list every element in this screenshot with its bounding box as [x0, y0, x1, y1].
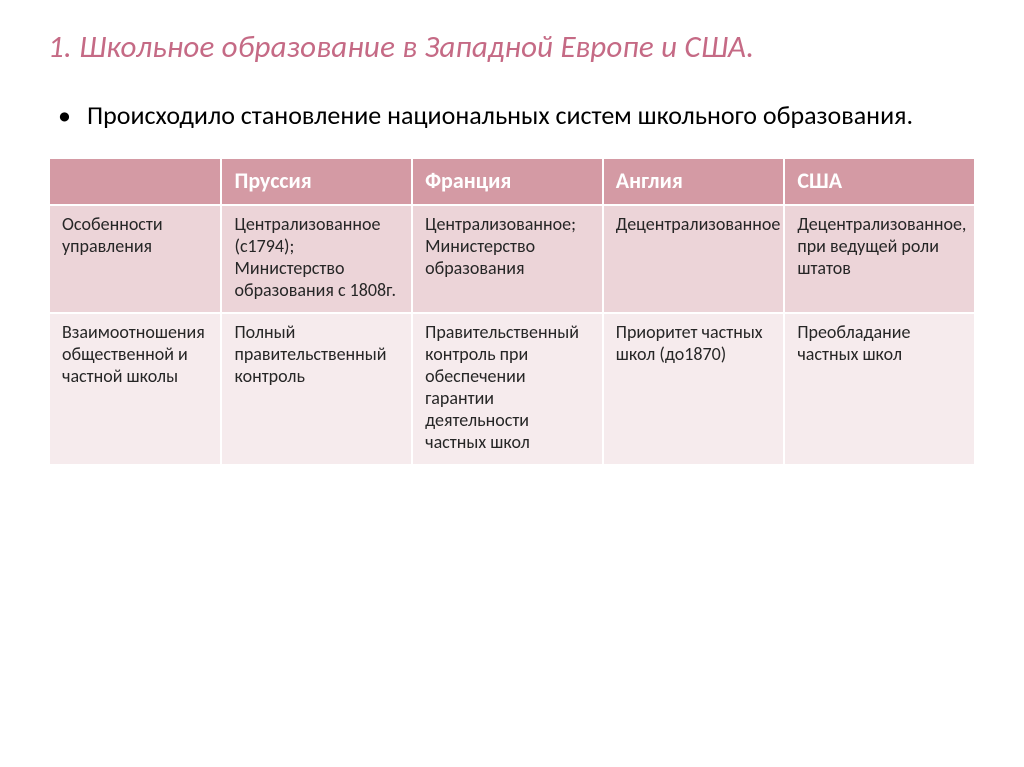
comparison-table: Пруссия Франция Англия США Особенности у…: [48, 157, 976, 466]
table-header-cell: [49, 158, 221, 205]
lead-paragraph: • Происходило становление национальных с…: [58, 100, 976, 131]
table-header-cell: Пруссия: [221, 158, 412, 205]
bullet-dot: •: [58, 100, 71, 131]
table-row: Взаимоотношения общественной и частной ш…: [49, 313, 975, 465]
lead-text: Происходило становление национальных сис…: [87, 100, 913, 131]
table-cell: Централизованное; Министерство образован…: [412, 205, 603, 313]
row-label: Особенности управления: [49, 205, 221, 313]
table-row: Особенности управления Централизованное …: [49, 205, 975, 313]
table-header-row: Пруссия Франция Англия США: [49, 158, 975, 205]
slide-title: 1. Школьное образование в Западной Европ…: [48, 28, 976, 66]
title-text: 1. Школьное образование в Западной Европ…: [48, 28, 754, 66]
table-header-cell: Франция: [412, 158, 603, 205]
table-cell: Полный правительственный контроль: [221, 313, 412, 465]
table-cell: Преобладание частных школ: [784, 313, 975, 465]
table-cell: Децентрализованное: [603, 205, 785, 313]
table-cell: Приоритет частных школ (до1870): [603, 313, 785, 465]
table-cell: Правительственный контроль при обеспечен…: [412, 313, 603, 465]
row-label: Взаимоотношения общественной и частной ш…: [49, 313, 221, 465]
table-header-cell: США: [784, 158, 975, 205]
table-cell: Централизованное (с1794); Министерство о…: [221, 205, 412, 313]
table-header-cell: Англия: [603, 158, 785, 205]
table-cell: Децентрализованное, при ведущей роли шта…: [784, 205, 975, 313]
